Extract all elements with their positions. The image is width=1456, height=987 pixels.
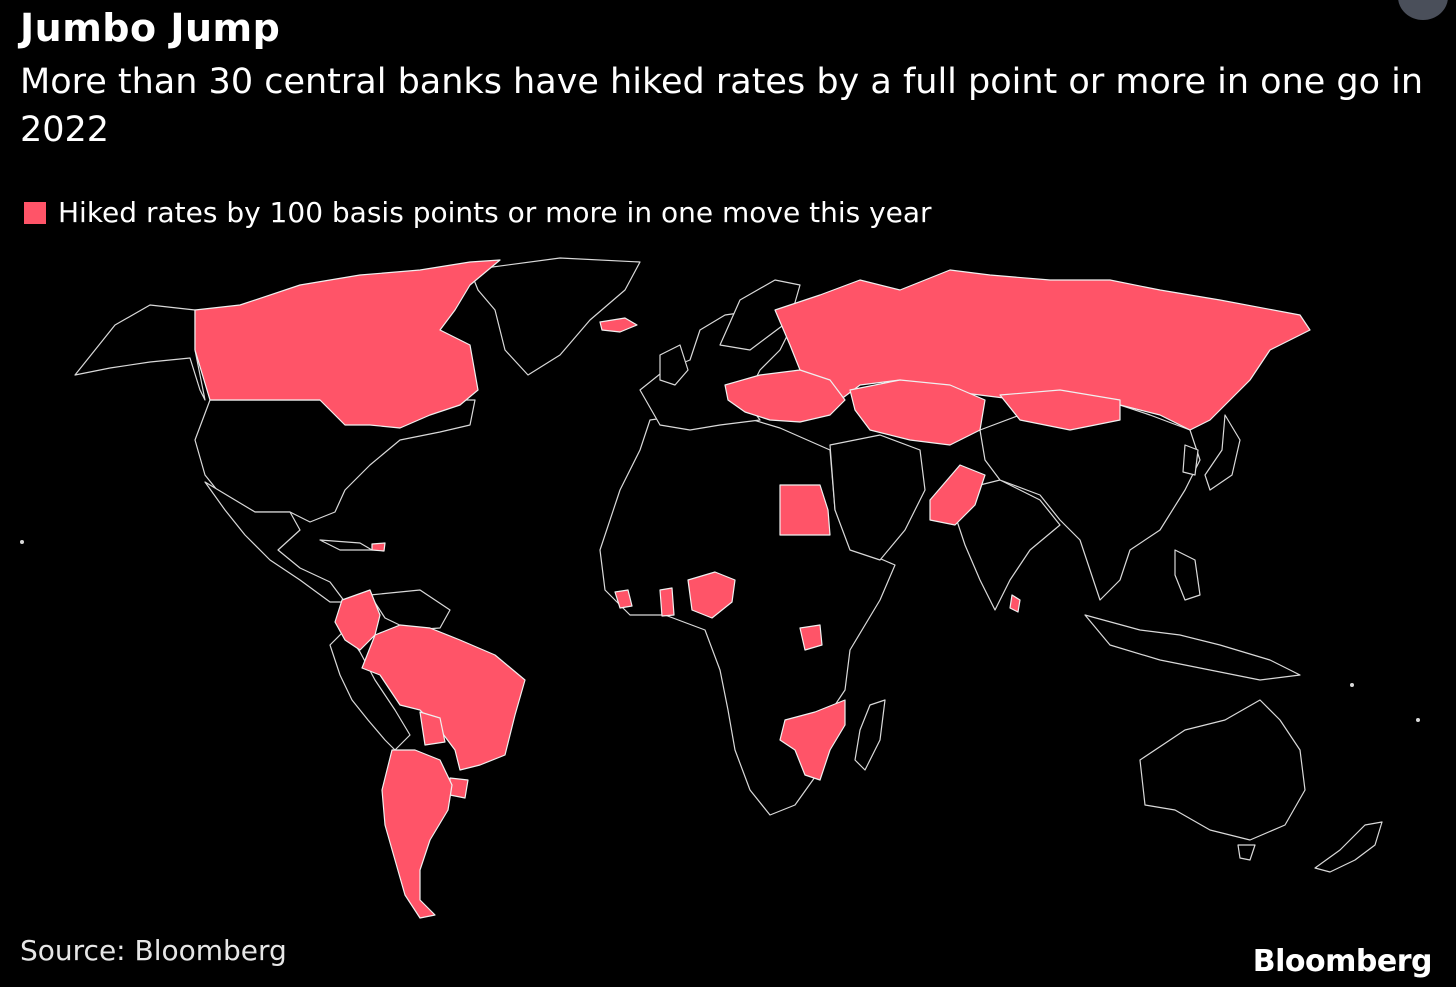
cuba xyxy=(319,539,373,551)
region-russia xyxy=(774,269,1311,431)
region-canada xyxy=(194,259,501,429)
chart-title: Jumbo Jump xyxy=(20,6,281,50)
new-zealand xyxy=(1314,821,1383,873)
middle-east xyxy=(829,434,926,561)
expand-button[interactable] xyxy=(1398,0,1448,20)
region-uruguay xyxy=(449,777,469,799)
chart-subtitle: More than 30 central banks have hiked ra… xyxy=(20,62,1424,150)
world-map xyxy=(20,257,1420,919)
japan xyxy=(1204,414,1241,491)
region-kazakhstan xyxy=(849,379,986,446)
pacific-island-dot xyxy=(1350,683,1354,687)
hawaii-dot xyxy=(20,540,24,544)
venezuela-guyana xyxy=(369,589,451,631)
region-nigeria xyxy=(687,571,736,619)
region-argentina-chile xyxy=(381,749,453,919)
region-ghana xyxy=(659,587,675,617)
region-southeast-africa xyxy=(779,699,846,781)
legend-swatch xyxy=(24,201,46,224)
united-states xyxy=(194,399,476,523)
mexico-central-america xyxy=(204,481,346,603)
philippines xyxy=(1174,549,1201,601)
alaska xyxy=(74,304,206,401)
region-sierra-leone xyxy=(614,589,633,609)
uk-ireland xyxy=(659,344,689,386)
region-dominican-republic xyxy=(371,542,386,552)
indonesia xyxy=(1084,614,1301,681)
region-pakistan xyxy=(929,464,986,526)
region-brazil xyxy=(361,624,526,771)
legend: Hiked rates by 100 basis points or more … xyxy=(24,196,932,229)
region-mongolia xyxy=(999,389,1121,431)
korea xyxy=(1182,444,1199,476)
tasmania xyxy=(1237,844,1256,861)
region-eastern-europe xyxy=(724,369,846,423)
region-colombia xyxy=(334,589,381,651)
region-uganda xyxy=(799,624,823,651)
region-iceland xyxy=(599,317,638,333)
greenland xyxy=(469,257,641,376)
india xyxy=(954,479,1061,611)
hiked-regions xyxy=(194,259,1311,919)
region-egypt xyxy=(779,484,831,536)
source-note: Source: Bloomberg xyxy=(20,934,287,967)
madagascar xyxy=(854,699,886,771)
fiji-dot xyxy=(1416,718,1420,722)
scandinavia xyxy=(719,279,801,351)
region-sri-lanka xyxy=(1009,594,1021,613)
region-paraguay xyxy=(419,711,446,746)
legend-label: Hiked rates by 100 basis points or more … xyxy=(58,196,932,229)
australia xyxy=(1139,699,1306,841)
bloomberg-logo: Bloomberg xyxy=(1252,944,1433,979)
